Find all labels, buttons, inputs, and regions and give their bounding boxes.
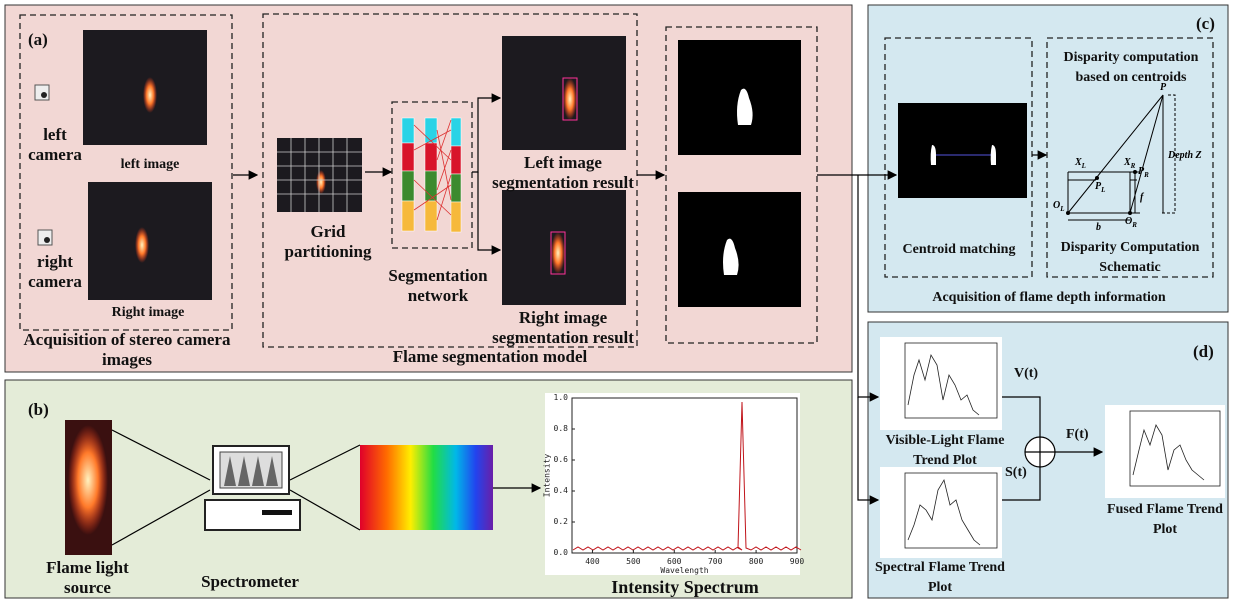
caption: Flame light source xyxy=(35,558,140,598)
symbol: OR xyxy=(1125,216,1137,229)
y-tick-label: 0.2 xyxy=(546,517,568,526)
diagram: (a) left camera left image right camera … xyxy=(0,0,1233,601)
caption: Spectrometer xyxy=(185,572,315,592)
x-tick-label: 500 xyxy=(618,557,648,566)
caption: right camera xyxy=(25,252,85,292)
symbol: f xyxy=(1140,192,1143,203)
caption: Spectral Flame Trend Plot xyxy=(875,558,1005,598)
signal-label: F(t) xyxy=(1066,425,1089,445)
caption: Flame segmentation model xyxy=(360,347,620,367)
signal-label: V(t) xyxy=(1014,364,1038,384)
caption: Right image segmentation result xyxy=(488,308,638,348)
caption: Disparity computation based on centroids xyxy=(1050,48,1212,88)
panel-label: (c) xyxy=(1196,14,1215,34)
symbol-sub: L xyxy=(1082,162,1086,170)
y-tick-label: 0.8 xyxy=(546,424,568,433)
x-tick-label: 400 xyxy=(577,557,607,566)
y-tick-label: 0.0 xyxy=(546,548,568,557)
symbol: XL xyxy=(1075,157,1086,170)
caption: Centroid matching xyxy=(888,240,1030,260)
caption: Intensity Spectrum xyxy=(580,577,790,597)
panel-label: (d) xyxy=(1193,342,1214,362)
symbol: XR xyxy=(1124,157,1135,170)
symbol: PL xyxy=(1095,181,1105,194)
x-tick-label: 700 xyxy=(700,557,730,566)
caption: Grid partitioning xyxy=(283,222,373,262)
caption: Visible-Light Flame Trend Plot xyxy=(880,431,1010,471)
symbol-sub: L xyxy=(1060,205,1064,213)
symbol-sub: R xyxy=(1144,171,1149,179)
symbol: PR xyxy=(1138,166,1149,179)
caption: Fused Flame Trend Plot xyxy=(1105,500,1225,540)
symbol: X xyxy=(1075,157,1082,168)
symbol-sub: R xyxy=(1132,221,1137,229)
x-tick-label: 600 xyxy=(659,557,689,566)
x-tick-label: 800 xyxy=(741,557,771,566)
symbol: b xyxy=(1096,222,1101,233)
caption: Disparity Computation Schematic xyxy=(1047,238,1213,278)
caption: Left image segmentation result xyxy=(488,153,638,193)
x-axis-label: Wavelength xyxy=(655,566,715,575)
panel-label: (a) xyxy=(28,30,48,50)
symbol-sub: L xyxy=(1101,186,1105,194)
symbol: OL xyxy=(1053,200,1065,213)
y-axis-label: Intensity xyxy=(543,450,552,500)
network-icon xyxy=(402,118,461,232)
symbol: P xyxy=(1160,82,1166,93)
caption: Right image xyxy=(98,303,198,323)
caption: left image xyxy=(100,155,200,175)
y-tick-label: 1.0 xyxy=(546,393,568,402)
symbol: Depth Z xyxy=(1168,150,1202,161)
symbol-sub: R xyxy=(1131,162,1136,170)
panel-label: (b) xyxy=(28,400,49,420)
x-tick-label: 900 xyxy=(782,557,812,566)
symbol: X xyxy=(1124,157,1131,168)
caption: Segmentation network xyxy=(378,266,498,306)
caption: Acquisition of stereo camera images xyxy=(12,330,242,370)
caption: left camera xyxy=(25,125,85,165)
caption: Acquisition of flame depth information xyxy=(885,288,1213,308)
